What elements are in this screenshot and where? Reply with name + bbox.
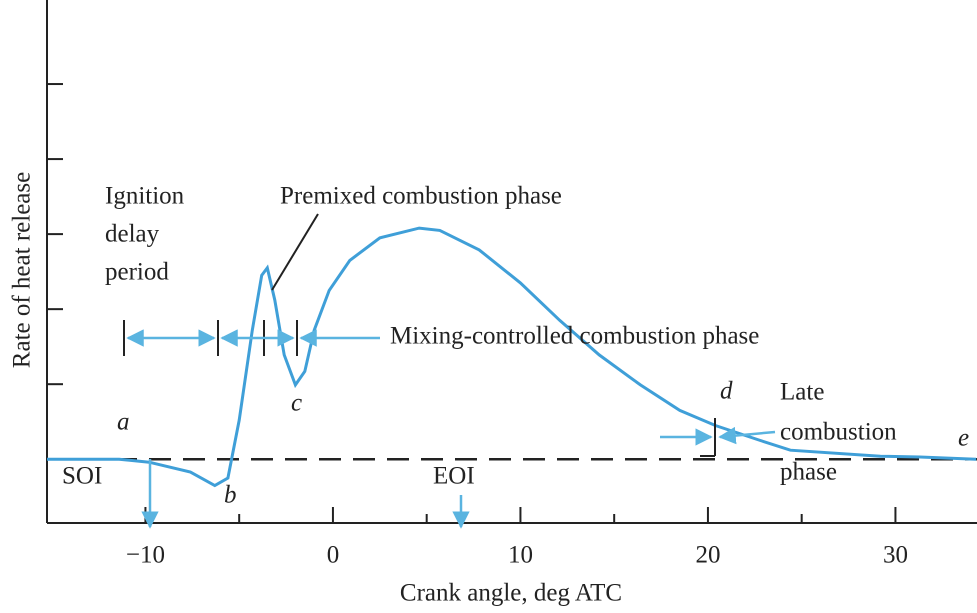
annotation-text: c: [291, 390, 302, 417]
heat-release-curve: [47, 226, 977, 488]
annotation-text: delay: [105, 221, 160, 248]
annotation-text: d: [720, 378, 733, 405]
x-tick-label: 30: [883, 542, 908, 569]
annotation-text: b: [224, 482, 237, 509]
annotation-text: SOI: [62, 463, 102, 490]
y-axis-title: Rate of heat release: [9, 172, 36, 368]
annotation-text: Mixing-controlled combustion phase: [390, 323, 759, 350]
annotation-text: period: [105, 259, 169, 286]
annotation-text: Ignition: [105, 183, 185, 210]
annotation-arrow: [718, 426, 776, 445]
annotation-text: Late: [780, 379, 824, 406]
annotation-text: a: [117, 409, 130, 436]
annotation-text: Premixed combustion phase: [280, 183, 562, 210]
x-axis-title: Crank angle, deg ATC: [400, 580, 622, 607]
x-tick-label: −10: [126, 542, 165, 569]
leader-line: [271, 213, 319, 291]
x-tick-label: 10: [508, 542, 533, 569]
x-tick-label: 0: [327, 542, 340, 569]
annotation-text: EOI: [433, 463, 475, 490]
x-tick-label: 20: [695, 542, 720, 569]
annotation-text: phase: [780, 459, 837, 486]
annotation-text: combustion: [780, 419, 897, 446]
annotation-text: e: [958, 425, 969, 452]
